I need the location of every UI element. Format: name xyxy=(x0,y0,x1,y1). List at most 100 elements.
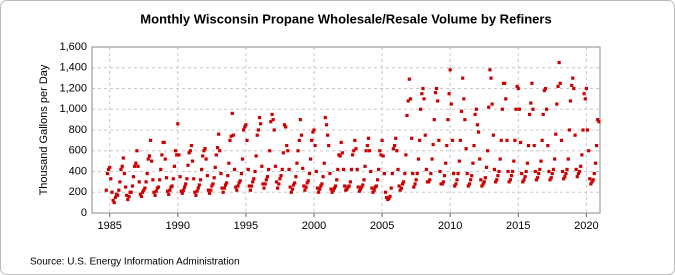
data-point xyxy=(256,128,261,132)
data-point xyxy=(206,188,211,192)
data-point xyxy=(159,167,163,172)
data-point xyxy=(104,188,108,192)
data-point xyxy=(259,122,263,126)
data-point xyxy=(363,164,367,168)
data-point xyxy=(470,174,474,178)
data-point xyxy=(222,186,226,190)
data-point xyxy=(406,99,410,103)
data-point xyxy=(482,180,486,184)
data-point xyxy=(390,171,394,176)
data-point xyxy=(371,190,375,194)
data-point xyxy=(324,123,329,127)
data-point xyxy=(589,182,593,186)
data-point xyxy=(215,146,220,150)
data-point xyxy=(310,138,314,142)
data-point xyxy=(436,99,440,103)
y-tick-label: 1,600 xyxy=(59,41,87,53)
data-point xyxy=(341,167,346,172)
data-point xyxy=(212,176,216,180)
data-point xyxy=(531,107,535,111)
data-point xyxy=(322,161,326,165)
data-point xyxy=(395,149,399,153)
data-point xyxy=(458,138,463,142)
data-point xyxy=(241,128,246,132)
data-point xyxy=(165,189,170,193)
data-point xyxy=(490,102,494,106)
data-point xyxy=(370,186,374,190)
data-point xyxy=(367,149,372,153)
data-point xyxy=(473,112,477,117)
data-point xyxy=(142,188,146,192)
data-point xyxy=(397,184,401,188)
data-point xyxy=(496,174,500,178)
data-point xyxy=(455,178,459,182)
data-point xyxy=(545,107,549,111)
data-point xyxy=(255,133,259,137)
data-point xyxy=(420,92,424,96)
data-point xyxy=(210,184,214,188)
data-point xyxy=(202,149,206,153)
data-point xyxy=(200,167,204,172)
data-point xyxy=(290,187,295,191)
data-point xyxy=(429,171,433,176)
data-point xyxy=(213,165,217,169)
data-point xyxy=(467,182,472,186)
data-point xyxy=(588,177,592,181)
data-point xyxy=(273,164,278,168)
data-point xyxy=(197,183,201,187)
data-point xyxy=(489,76,493,80)
data-point xyxy=(227,161,231,165)
data-point xyxy=(548,178,552,182)
data-point xyxy=(541,112,545,117)
data-point xyxy=(162,140,166,145)
data-point xyxy=(513,138,517,142)
data-point xyxy=(440,182,444,186)
data-point xyxy=(549,176,553,180)
data-point xyxy=(428,178,432,182)
data-point xyxy=(311,130,315,134)
data-point xyxy=(347,184,351,188)
data-point xyxy=(144,180,148,184)
data-point xyxy=(539,159,543,163)
data-point xyxy=(333,184,338,188)
x-tick-label: 1990 xyxy=(166,220,190,232)
data-point xyxy=(554,132,558,136)
data-point xyxy=(198,178,203,182)
data-point xyxy=(220,186,224,190)
data-point xyxy=(415,171,419,176)
data-point xyxy=(521,180,525,184)
data-point xyxy=(416,157,421,161)
data-point xyxy=(190,159,195,163)
data-point xyxy=(411,171,415,176)
data-point xyxy=(374,184,378,188)
data-point xyxy=(451,171,456,176)
data-point xyxy=(570,83,574,87)
data-point xyxy=(137,180,141,184)
data-point xyxy=(160,153,164,157)
data-point xyxy=(474,107,478,111)
data-point xyxy=(288,185,292,189)
data-point xyxy=(246,167,250,172)
data-point xyxy=(312,128,316,132)
data-point xyxy=(299,133,304,137)
data-point xyxy=(476,130,481,134)
data-point xyxy=(274,180,279,184)
data-point xyxy=(177,153,181,157)
data-point xyxy=(442,174,447,178)
data-point xyxy=(207,191,212,195)
data-point xyxy=(120,164,124,168)
data-point xyxy=(319,184,323,188)
data-point xyxy=(136,164,140,168)
data-point xyxy=(517,107,521,111)
data-point xyxy=(407,77,411,81)
data-point xyxy=(143,186,147,190)
data-point xyxy=(244,123,248,127)
data-point xyxy=(133,164,137,168)
data-point xyxy=(330,190,334,194)
data-point xyxy=(410,136,414,140)
data-point xyxy=(269,120,273,124)
data-point xyxy=(563,175,567,179)
data-point xyxy=(402,180,406,184)
data-point xyxy=(326,133,330,137)
data-point xyxy=(328,171,332,176)
